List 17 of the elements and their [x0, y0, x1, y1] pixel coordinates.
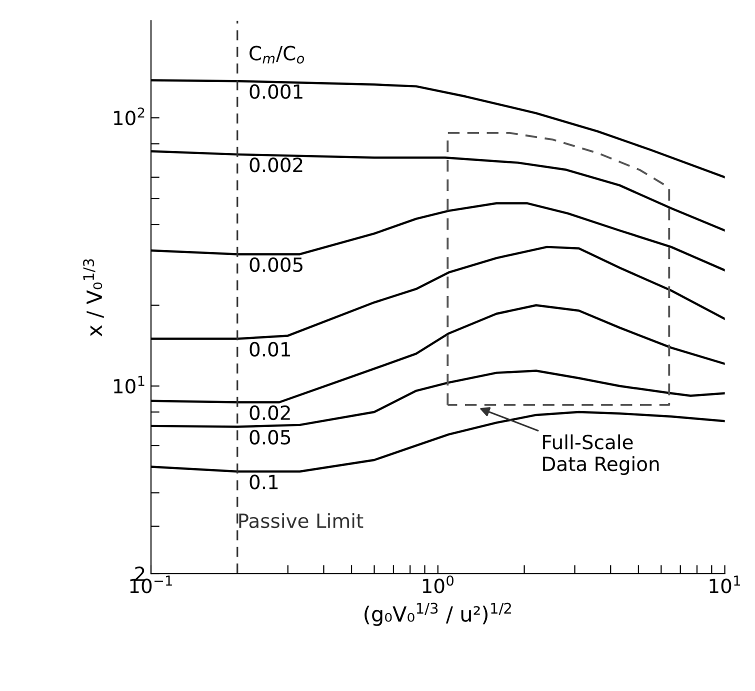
annotation: Full-Scale Data Region — [543, 434, 659, 475]
y-tick-label: 10$^{1}$ — [114, 376, 144, 394]
x-tick-label: 10$^{0}$ — [422, 575, 454, 594]
legend-title: C$_{m}$/C$_{o}$ — [250, 46, 304, 64]
series-label: 0.005 — [250, 257, 302, 272]
y-axis-title: x / V₀$^{1/3}$ — [83, 259, 104, 336]
x-axis-title: (g₀V₀$^{1/3}$ / u²)$^{1/2}$ — [364, 602, 511, 626]
x-tick-label: 10$^{1}$ — [710, 576, 740, 594]
y-tick-label: 2 — [135, 566, 144, 581]
series-label: 0.01 — [250, 342, 290, 357]
series-label: 0.002 — [250, 158, 302, 172]
series-label: 0.05 — [250, 430, 290, 445]
ref-line-label: Passive Limit — [239, 513, 364, 528]
series-label: 0.1 — [250, 474, 278, 490]
series-label: 0.02 — [250, 405, 290, 420]
y-tick-label: 10$^{2}$ — [114, 107, 144, 126]
series-label: 0.001 — [250, 84, 302, 99]
